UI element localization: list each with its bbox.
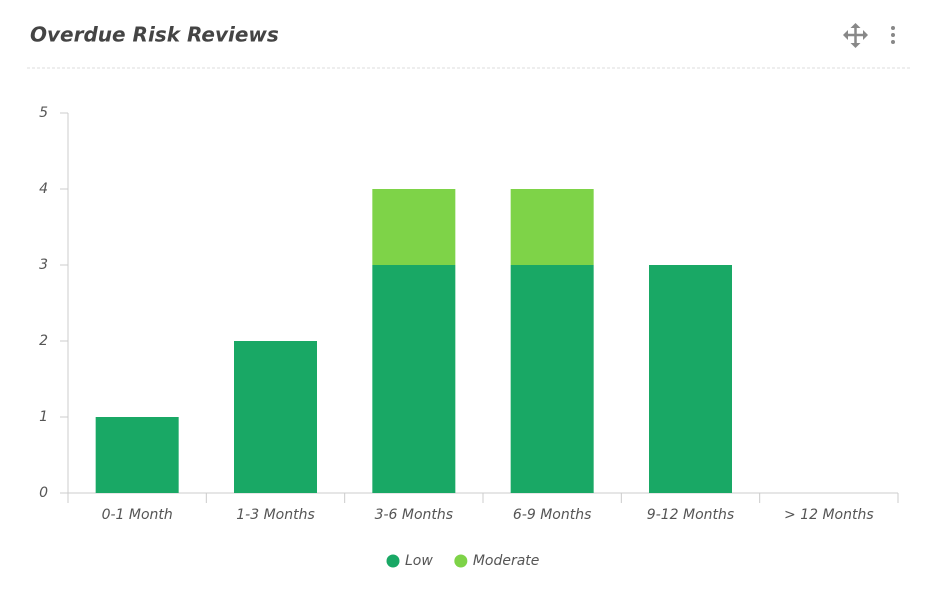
y-tick-label: 5 xyxy=(39,105,48,121)
legend-label: Low xyxy=(405,553,433,569)
bar-segment xyxy=(372,189,456,265)
bar-segment xyxy=(510,189,594,265)
legend-label: Moderate xyxy=(473,553,540,569)
bar-segment xyxy=(372,265,456,493)
y-tick-label: 1 xyxy=(39,409,48,425)
x-tick-label: 3-6 Months xyxy=(375,507,454,523)
legend-swatch xyxy=(386,554,400,568)
y-tick-label: 2 xyxy=(39,333,48,349)
chart-title: Overdue Risk Reviews xyxy=(30,23,279,47)
x-tick-label: > 12 Months xyxy=(784,507,874,523)
legend-swatch xyxy=(454,554,468,568)
x-tick-label: 6-9 Months xyxy=(513,507,592,523)
bar-segment xyxy=(649,265,732,493)
bar-segment xyxy=(510,265,594,493)
bar-segment xyxy=(234,341,317,493)
x-tick-label: 1-3 Months xyxy=(236,507,315,523)
bar-segment xyxy=(95,417,179,493)
y-tick-label: 3 xyxy=(39,257,48,273)
menu-icon[interactable] xyxy=(891,26,895,44)
y-tick-label: 0 xyxy=(39,485,48,501)
move-icon[interactable] xyxy=(843,23,868,48)
y-tick-label: 4 xyxy=(39,181,48,197)
x-tick-label: 0-1 Month xyxy=(102,507,173,523)
x-tick-label: 9-12 Months xyxy=(647,507,734,523)
